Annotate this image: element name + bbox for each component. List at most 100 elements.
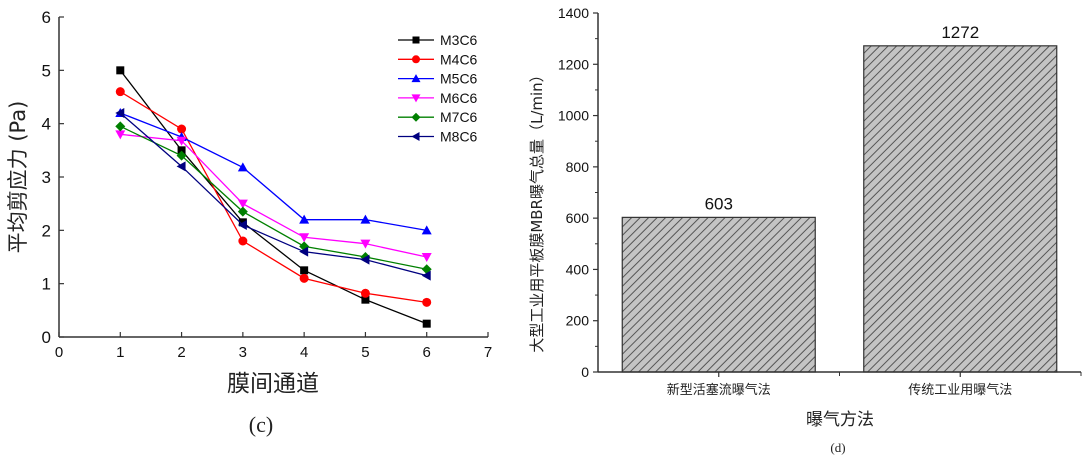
data-label: 1272 xyxy=(941,23,979,42)
marker-triangle-down xyxy=(237,199,248,209)
legend-label: M7C6 xyxy=(440,109,478,125)
x-tick-label: 6 xyxy=(423,344,431,361)
x-tick-label: 5 xyxy=(361,344,369,361)
y-tick-label: 6 xyxy=(42,8,51,27)
marker-square xyxy=(300,266,309,275)
marker-circle xyxy=(238,236,248,246)
series-m7c6 xyxy=(115,121,432,275)
y-tick-label: 0 xyxy=(42,328,51,347)
legend-label: M6C6 xyxy=(440,90,478,106)
marker-triangle-down xyxy=(299,233,310,243)
x-tick-labels: 新型活塞流曝气法 传统工业用曝气法 xyxy=(667,382,1013,398)
marker-triangle-left xyxy=(411,132,420,141)
marker-square xyxy=(116,66,125,75)
legend-item-m6c6: M6C6 xyxy=(398,90,478,106)
marker-triangle-left xyxy=(237,220,247,230)
series-group xyxy=(115,66,432,328)
legend-item-m5c6: M5C6 xyxy=(398,71,478,87)
bars-group xyxy=(621,45,1058,373)
y-tick-label: 2 xyxy=(42,221,51,240)
marker-triangle-down xyxy=(115,130,126,140)
x-axis-label: 膜间通道 xyxy=(227,371,319,397)
marker-circle xyxy=(412,55,420,64)
x-tick-labels: 0 1 2 3 4 5 6 7 xyxy=(55,344,492,361)
y-tick-label: 800 xyxy=(566,159,590,175)
series-line xyxy=(120,125,427,270)
y-tick-label: 200 xyxy=(566,313,590,329)
marker-triangle-up xyxy=(237,162,248,172)
panel-label-c: (c) xyxy=(249,412,273,437)
legend-item-m3c6: M3C6 xyxy=(398,32,478,48)
marker-circle xyxy=(115,87,125,97)
line-chart-shear-stress: 0 1 2 3 4 5 6 7 0 1 2 3 4 5 6 M3C6 M4C6 M5C6 M6C6 M7C6 M8C… xyxy=(6,8,492,437)
y-tick-label: 1400 xyxy=(558,5,589,21)
marker-square xyxy=(412,36,420,44)
legend-label: M5C6 xyxy=(440,71,478,87)
x-tick-label: 4 xyxy=(300,344,308,361)
x-tick-label: 1 xyxy=(116,344,124,361)
marker-triangle-left xyxy=(115,108,125,118)
axes xyxy=(58,16,489,338)
marker-triangle-up xyxy=(299,214,310,224)
marker-triangle-up xyxy=(360,214,371,224)
x-tick-label: 0 xyxy=(55,344,63,361)
legend-label: M4C6 xyxy=(440,51,478,67)
marker-diamond xyxy=(115,121,126,132)
marker-square xyxy=(361,295,370,304)
y-tick-label: 0 xyxy=(581,364,589,380)
marker-triangle-left xyxy=(421,270,431,281)
marker-triangle-down xyxy=(411,94,421,103)
legend-item-m4c6: M4C6 xyxy=(398,51,478,67)
x-tick-label: 2 xyxy=(177,344,185,361)
data-labels: 603 1272 xyxy=(705,23,980,214)
y-tick-labels: 0 200 400 600 800 1000 1200 1400 xyxy=(558,5,589,380)
marker-diamond xyxy=(176,150,187,161)
series-line xyxy=(120,133,427,258)
legend-label: M3C6 xyxy=(440,32,478,48)
y-axis-label: 平均剪应力 (Pa) xyxy=(6,101,30,254)
marker-circle xyxy=(422,297,432,307)
y-axis-label: 大型工业用平板膜MBR曝气总量（L/min） xyxy=(528,67,546,352)
bar-chart-aeration: 0 200 400 600 800 1000 1200 1400 新型活塞流曝气法 传统工业用曝… xyxy=(528,5,1082,455)
marker-circle xyxy=(299,273,309,283)
x-tick-label: 3 xyxy=(239,344,247,361)
marker-triangle-left xyxy=(299,246,309,257)
marker-diamond xyxy=(411,112,421,122)
marker-square xyxy=(422,319,431,328)
marker-triangle-left xyxy=(360,254,370,265)
y-tick-label: 1200 xyxy=(558,56,589,72)
bar-2 xyxy=(863,45,1058,373)
y-tick-label: 3 xyxy=(42,168,51,187)
series-line xyxy=(119,69,427,325)
data-label: 603 xyxy=(705,194,733,213)
marker-circle xyxy=(360,288,370,298)
marker-triangle-down xyxy=(176,136,187,146)
legend-item-m7c6: M7C6 xyxy=(398,109,478,125)
marker-triangle-down xyxy=(360,239,371,249)
panel-label-d: (d) xyxy=(830,440,845,455)
axes xyxy=(593,12,1082,377)
series-m6c6 xyxy=(115,130,432,262)
x-tick-label: 传统工业用曝气法 xyxy=(908,382,1012,398)
y-tick-label: 1000 xyxy=(558,108,589,124)
y-tick-label: 600 xyxy=(566,210,590,226)
marker-triangle-up xyxy=(421,225,432,235)
x-axis-label: 曝气方法 xyxy=(806,410,874,430)
series-m8c6 xyxy=(115,108,431,281)
y-tick-label: 400 xyxy=(566,261,590,277)
x-tick-label: 新型活塞流曝气法 xyxy=(667,382,771,398)
y-tick-label: 1 xyxy=(42,275,51,294)
legend-label: M8C6 xyxy=(440,129,478,145)
x-tick-label: 7 xyxy=(484,344,492,361)
y-tick-labels: 0 1 2 3 4 5 6 xyxy=(42,8,51,347)
y-tick-label: 4 xyxy=(42,115,51,134)
series-line xyxy=(120,112,427,231)
marker-triangle-down xyxy=(421,253,432,262)
legend-item-m8c6: M8C6 xyxy=(398,129,478,145)
series-m3c6 xyxy=(116,66,431,328)
series-line xyxy=(119,112,427,277)
series-m5c6 xyxy=(115,108,432,235)
y-tick-label: 5 xyxy=(42,61,51,80)
marker-square xyxy=(177,146,186,155)
